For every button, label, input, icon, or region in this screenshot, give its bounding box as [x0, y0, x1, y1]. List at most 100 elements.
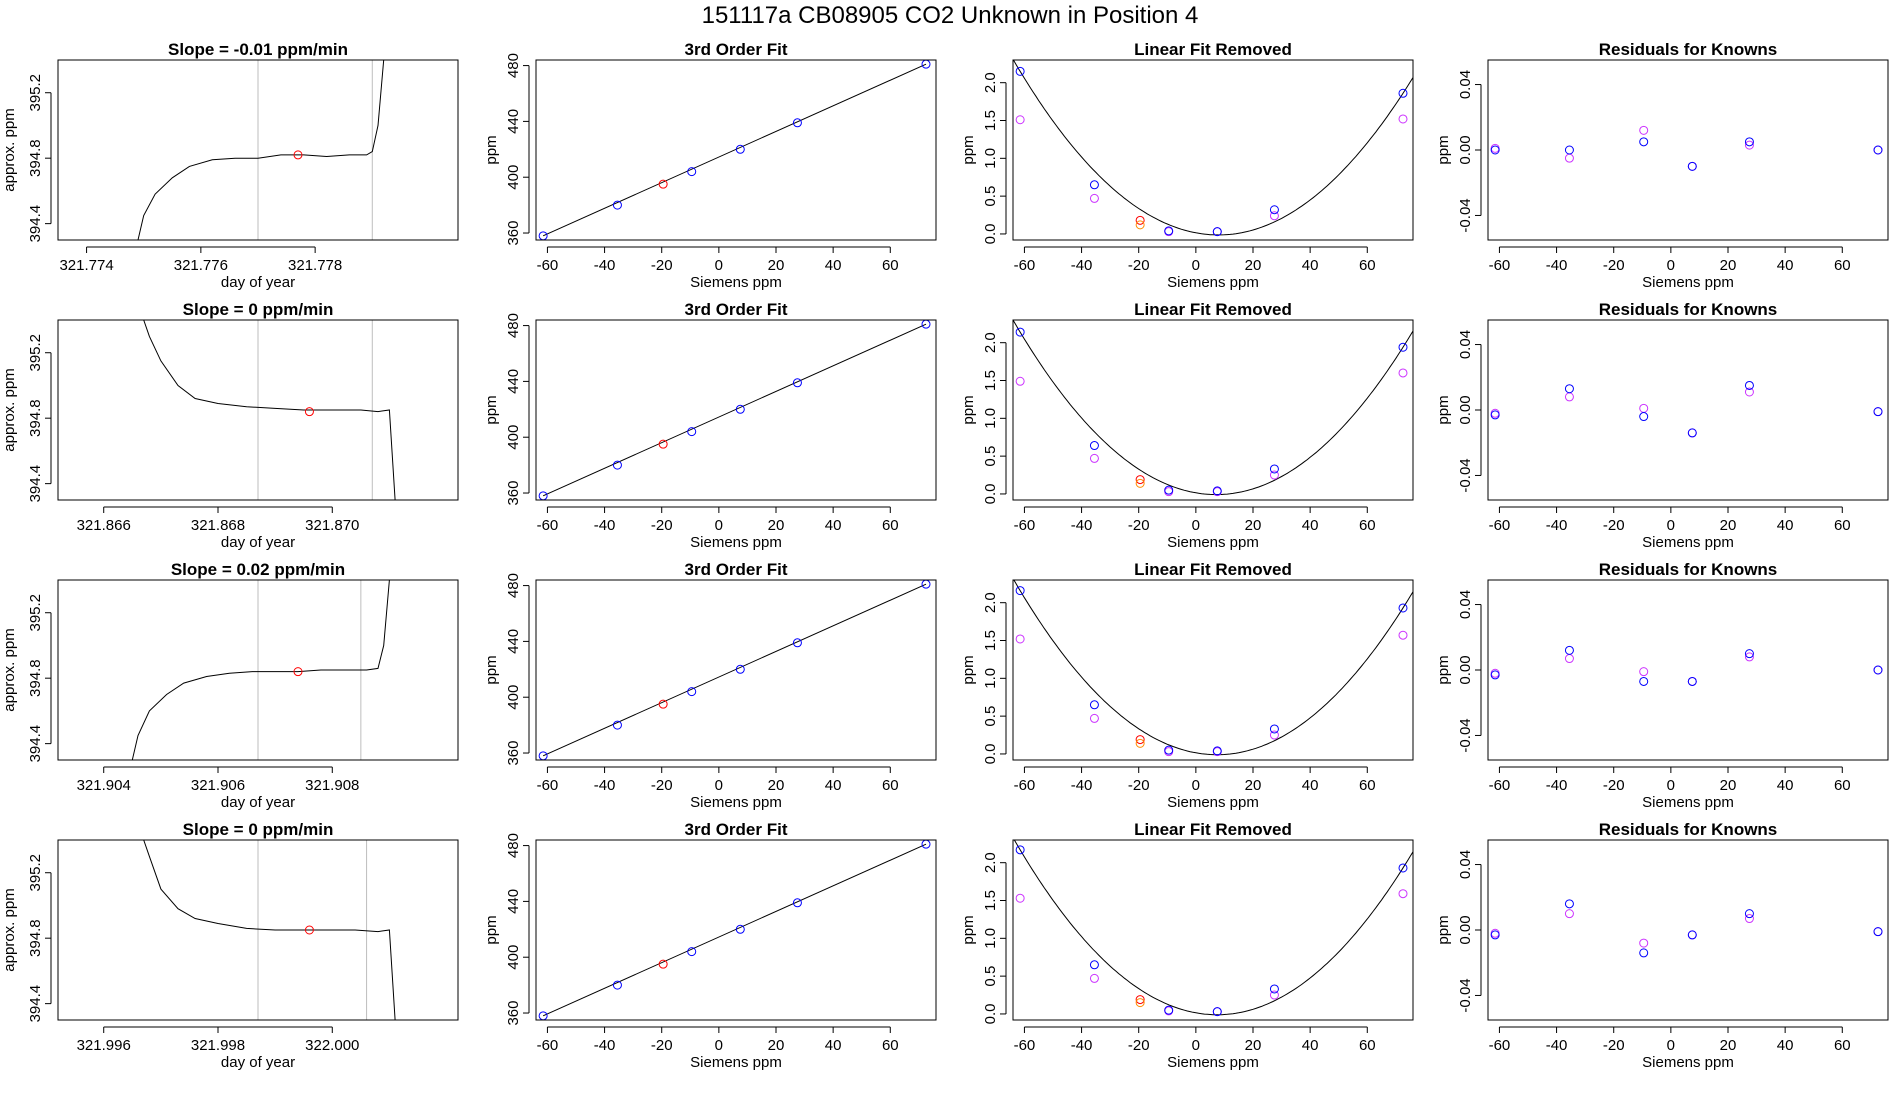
- x-tick-label: -20: [1128, 517, 1150, 534]
- unknown-point: [1135, 735, 1145, 745]
- x-tick-label: -20: [1603, 257, 1625, 274]
- known-point-alt: [1015, 634, 1025, 644]
- known-point-alt: [1398, 368, 1408, 378]
- known-point: [1269, 205, 1279, 215]
- known-point: [1015, 845, 1025, 855]
- panel-residuals-1: Residuals for Knowns -60 -40 -20 0 20 40 60 Siem…: [1435, 40, 1889, 291]
- plot-area: [538, 580, 931, 760]
- plot-area: [143, 320, 396, 500]
- x-tick-label: 322.000: [305, 1037, 359, 1054]
- x-tick-label: 60: [1834, 777, 1851, 794]
- panel-title: Linear Fit Removed: [1134, 40, 1292, 59]
- x-tick-label: -40: [1546, 517, 1568, 534]
- known-point: [1398, 88, 1408, 98]
- x-tick-label: 0: [1667, 257, 1675, 274]
- panel-residuals-4: Residuals for Knowns -60 -40 -20 0 20 40 60 Siem…: [1435, 820, 1889, 1071]
- x-tick-label: 40: [825, 257, 842, 274]
- known-point: [1015, 586, 1025, 596]
- y-tick-label: 394.4: [27, 465, 44, 503]
- y-tick-label: 2.0: [982, 852, 999, 873]
- x-axis-label: day of year: [221, 1054, 295, 1071]
- y-tick-label: 2.0: [982, 592, 999, 613]
- residual-point-alt: [1564, 654, 1574, 664]
- unknown-point-alt: [1135, 220, 1145, 230]
- x-tick-label: -20: [1603, 517, 1625, 534]
- residual-point: [1873, 145, 1883, 155]
- x-tick-label: 60: [882, 517, 899, 534]
- residual-point: [1564, 384, 1574, 394]
- unknown-point: [658, 179, 668, 189]
- x-axis-label: Siemens ppm: [1642, 534, 1734, 551]
- y-axis-label: approx. ppm: [1, 368, 18, 451]
- x-tick-label: 20: [768, 257, 785, 274]
- y-tick-label: 0.00: [1457, 655, 1474, 684]
- y-axis-label: approx. ppm: [1, 888, 18, 971]
- x-tick-label: -20: [1128, 777, 1150, 794]
- x-tick-label: -40: [1546, 257, 1568, 274]
- x-tick-label: 321.778: [288, 257, 342, 274]
- panel-title: 3rd Order Fit: [685, 300, 788, 319]
- y-tick-label: 440: [505, 369, 522, 394]
- x-tick-label: 60: [882, 1037, 899, 1054]
- x-tick-label: -20: [651, 777, 673, 794]
- panel-title: Slope = 0 ppm/min: [183, 300, 334, 319]
- residual-point: [1687, 428, 1697, 438]
- x-tick-label: -40: [1546, 1037, 1568, 1054]
- residual-point-alt: [1564, 909, 1574, 919]
- y-axis-label: ppm: [483, 395, 500, 424]
- known-point: [735, 664, 745, 674]
- residual-point: [1639, 137, 1649, 147]
- plot-frame: [1012, 579, 1414, 761]
- unknown-point: [1135, 215, 1145, 225]
- panel-residuals-2: Residuals for Knowns -60 -40 -20 0 20 40 60 Siem…: [1435, 300, 1889, 551]
- x-tick-label: -60: [1014, 1037, 1036, 1054]
- plot-frame: [57, 839, 459, 1021]
- x-tick-label: -20: [651, 257, 673, 274]
- x-tick-label: 20: [768, 777, 785, 794]
- known-point: [1164, 226, 1174, 236]
- y-tick-label: -0.04: [1457, 718, 1474, 752]
- residual-point: [1873, 927, 1883, 937]
- x-tick-label: 20: [1720, 1037, 1737, 1054]
- known-point: [1398, 342, 1408, 352]
- x-axis-label: Siemens ppm: [690, 274, 782, 291]
- x-tick-label: 0: [1192, 517, 1200, 534]
- y-tick-label: 480: [505, 833, 522, 858]
- known-point: [612, 720, 622, 730]
- x-tick-label: 0: [1192, 257, 1200, 274]
- plot-area: [1013, 580, 1413, 757]
- y-tick-label: 440: [505, 109, 522, 134]
- x-axis-label: Siemens ppm: [1642, 274, 1734, 291]
- y-tick-label: 394.8: [27, 139, 44, 177]
- residual-point: [1564, 899, 1574, 909]
- x-tick-label: 0: [1667, 777, 1675, 794]
- plot-area: [1490, 380, 1883, 438]
- plot-area: [143, 840, 396, 1020]
- x-tick-label: 321.774: [59, 257, 113, 274]
- known-point: [1212, 227, 1222, 237]
- known-point: [612, 460, 622, 470]
- timeseries-line: [131, 580, 390, 760]
- fit-curve: [1013, 60, 1413, 236]
- unknown-point-alt: [1135, 998, 1145, 1008]
- x-tick-label: -20: [651, 517, 673, 534]
- plot-area: [1490, 125, 1883, 171]
- y-tick-label: 0.5: [982, 706, 999, 727]
- residual-point: [1687, 676, 1697, 686]
- panel-timeseries-3: Slope = 0.02 ppm/min 321.904 321.906 321.90…: [1, 560, 459, 811]
- residual-point: [1490, 410, 1500, 420]
- plot-frame: [1487, 579, 1889, 761]
- known-point-alt: [1398, 630, 1408, 640]
- x-tick-label: 60: [1359, 257, 1376, 274]
- x-axis-label: day of year: [221, 534, 295, 551]
- x-tick-label: -60: [1014, 517, 1036, 534]
- y-tick-label: 1.0: [982, 928, 999, 949]
- timeseries-line: [143, 320, 396, 500]
- x-tick-label: -60: [1014, 257, 1036, 274]
- x-tick-label: -60: [537, 1037, 559, 1054]
- residual-point: [1744, 137, 1754, 147]
- x-tick-label: 40: [825, 1037, 842, 1054]
- known-point: [1269, 464, 1279, 474]
- x-tick-label: 40: [1777, 257, 1794, 274]
- y-tick-label: 400: [505, 425, 522, 450]
